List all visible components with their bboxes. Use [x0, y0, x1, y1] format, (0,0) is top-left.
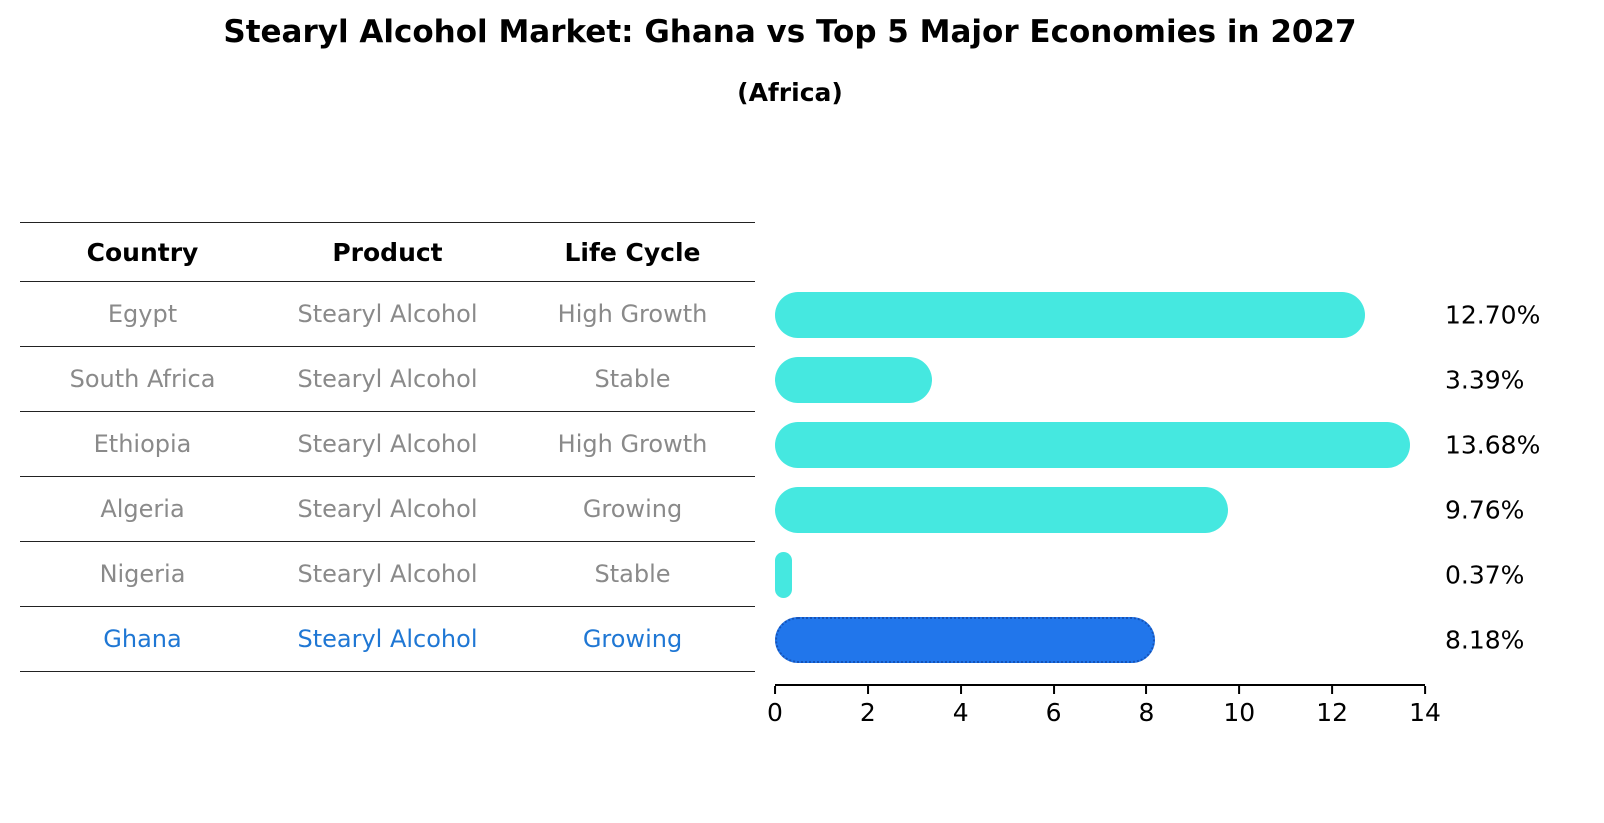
table-row: South Africa Stearyl Alcohol Stable 3.39…: [20, 347, 1584, 412]
bar-egypt: [775, 291, 1365, 338]
country-cell: Ethiopia: [93, 430, 192, 458]
value-label: 12.70%: [1445, 300, 1541, 329]
country-cell: Egypt: [107, 300, 178, 328]
country-cell: South Africa: [69, 365, 216, 393]
value-label: 3.39%: [1445, 365, 1525, 394]
table-row: Ethiopia Stearyl Alcohol High Growth 13.…: [20, 412, 1584, 477]
table-header-row: Country Product Life Cycle: [20, 222, 1584, 282]
product-cell: Stearyl Alcohol: [297, 300, 478, 328]
table-header: Country Product Life Cycle: [20, 222, 755, 282]
life-cycle-cell: High Growth: [557, 430, 708, 458]
bar-ghana-highlighted: [775, 616, 1155, 663]
life-cycle-cell: Growing: [582, 625, 683, 653]
x-axis-tick: 6: [1046, 686, 1062, 727]
table-and-chart: Country Product Life Cycle Egypt Stearyl…: [20, 222, 1584, 736]
chart-title: Stearyl Alcohol Market: Ghana vs Top 5 M…: [223, 14, 1357, 50]
product-cell: Stearyl Alcohol: [297, 560, 478, 588]
chart-header-spacer: [755, 222, 1584, 282]
country-cell: Ghana: [103, 625, 182, 653]
life-cycle-cell: High Growth: [557, 300, 708, 328]
bar-algeria: [775, 486, 1229, 533]
column-header-life-cycle: Life Cycle: [564, 237, 701, 267]
product-cell: Stearyl Alcohol: [297, 495, 478, 523]
chart-subtitle: (Africa): [737, 78, 843, 107]
x-axis-tick: 4: [953, 686, 969, 727]
table-row: Nigeria Stearyl Alcohol Stable 0.37%: [20, 542, 1584, 607]
x-axis-tick: 2: [860, 686, 876, 727]
column-header-country: Country: [86, 237, 199, 267]
table-row: Algeria Stearyl Alcohol Growing 9.76%: [20, 477, 1584, 542]
table-row: Egypt Stearyl Alcohol High Growth 12.70%: [20, 282, 1584, 347]
x-axis-tick: 10: [1223, 686, 1255, 727]
table-row-ghana-highlighted: Ghana Stearyl Alcohol Growing 8.18%: [20, 607, 1584, 672]
x-axis-tick: 14: [1409, 686, 1441, 727]
value-label: 8.18%: [1445, 625, 1525, 654]
value-label: 0.37%: [1445, 560, 1525, 589]
bar-south-africa: [775, 356, 933, 403]
country-cell: Algeria: [100, 495, 185, 523]
country-cell: Nigeria: [99, 560, 186, 588]
product-cell: Stearyl Alcohol: [297, 430, 478, 458]
x-axis-tick: 8: [1138, 686, 1154, 727]
life-cycle-cell: Growing: [582, 495, 683, 523]
column-header-product: Product: [332, 237, 443, 267]
life-cycle-cell: Stable: [594, 365, 671, 393]
value-label: 13.68%: [1445, 430, 1541, 459]
product-cell: Stearyl Alcohol: [297, 365, 478, 393]
x-axis: 0 2 4 6 8 10 12 14: [767, 684, 1441, 736]
bar-ethiopia: [775, 421, 1411, 468]
bar-nigeria: [775, 551, 793, 598]
value-label: 9.76%: [1445, 495, 1525, 524]
product-cell: Stearyl Alcohol: [297, 625, 478, 653]
x-axis-tick: 12: [1316, 686, 1348, 727]
life-cycle-cell: Stable: [594, 560, 671, 588]
x-axis-tick: 0: [767, 686, 783, 727]
